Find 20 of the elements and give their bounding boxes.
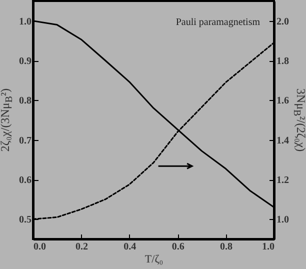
y-tick-label: 0.6 [19, 175, 32, 186]
y2-tick-label: 1.6 [276, 96, 289, 107]
y2-tick-label: 1.0 [276, 214, 289, 226]
x-tick-label: 0.0 [34, 242, 46, 252]
y-tick-label: 0.7 [19, 135, 32, 146]
x-tick-label: 0.4 [124, 242, 136, 252]
y2-tick-label: 1.8 [276, 56, 289, 67]
x-tick-label: 1.0 [262, 242, 274, 252]
y-tick-label: 0.5 [19, 214, 32, 226]
y-tick-label: 1.0 [19, 16, 32, 28]
y2-tick-label: 2.0 [276, 16, 289, 28]
x-axis-title: T/ζ₀ [144, 254, 164, 266]
y2-tick-label: 1.4 [276, 135, 289, 146]
x-tick-label: 0.2 [75, 242, 88, 252]
annotation: Pauli paramagnetism [176, 17, 260, 28]
y2-tick-label: 1.2 [276, 175, 289, 186]
x-tick-label: 0.6 [172, 242, 184, 252]
y-tick-label: 0.9 [19, 56, 32, 67]
y-tick-label: 0.8 [19, 96, 32, 107]
x-tick-label: 0.8 [220, 242, 233, 252]
